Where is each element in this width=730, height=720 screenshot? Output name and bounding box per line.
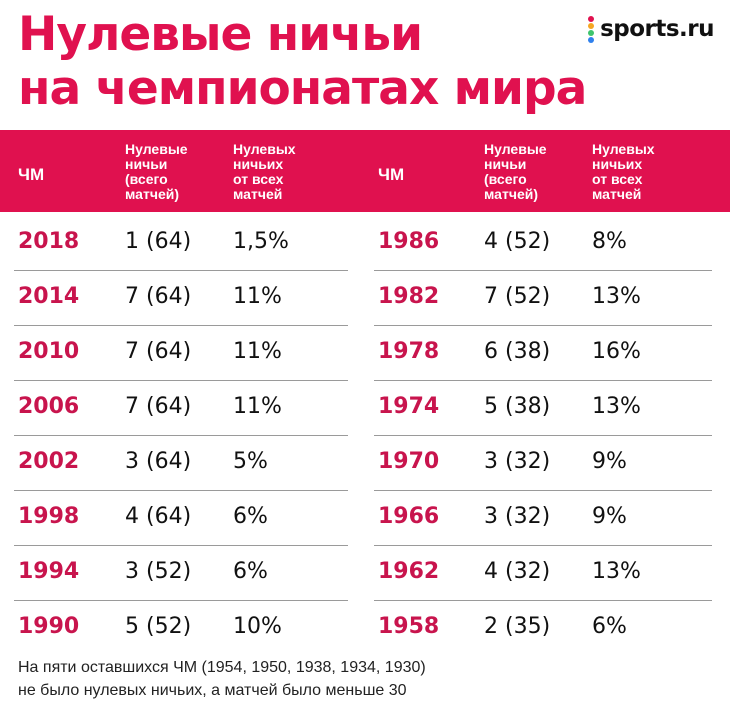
table-header: [0, 130, 730, 212]
logo-dot: [588, 16, 595, 22]
year-cell: 2002: [18, 449, 80, 474]
logo-dots-icon: [588, 16, 596, 43]
percent-cell: 13%: [592, 394, 641, 419]
percent-cell: 13%: [592, 284, 641, 309]
row-divider: [14, 435, 348, 436]
table-row: 1998 4 (64) 6%: [0, 491, 730, 546]
table-row: 2014 7 (64) 11%: [0, 271, 730, 326]
percent-cell: 6%: [233, 504, 268, 529]
table-row: 1978 6 (38) 16%: [0, 326, 730, 381]
table-row: 1962 4 (32) 13%: [0, 546, 730, 601]
draws-cell: 7 (64): [125, 339, 192, 364]
table-row: 2006 7 (64) 11%: [0, 381, 730, 436]
year-cell: 1978: [378, 339, 440, 364]
percent-cell: 8%: [592, 229, 627, 254]
footnote-line-1: На пяти оставшихся ЧМ (1954, 1950, 1938,…: [18, 659, 426, 676]
percent-cell: 11%: [233, 394, 282, 419]
row-divider: [374, 325, 712, 326]
year-cell: 1974: [378, 394, 440, 419]
year-cell: 2010: [18, 339, 80, 364]
draws-cell: 1 (64): [125, 229, 192, 254]
percent-cell: 6%: [592, 614, 627, 639]
header-cm-right: ЧМ: [378, 165, 405, 184]
year-cell: 1982: [378, 284, 440, 309]
draws-cell: 2 (35): [484, 614, 551, 639]
year-cell: 1994: [18, 559, 80, 584]
year-cell: 2018: [18, 229, 80, 254]
year-cell: 1986: [378, 229, 440, 254]
draws-cell: 4 (52): [484, 229, 551, 254]
draws-cell: 4 (64): [125, 504, 192, 529]
row-divider: [14, 600, 348, 601]
year-cell: 1990: [18, 614, 80, 639]
row-divider: [374, 600, 712, 601]
year-cell: 1966: [378, 504, 440, 529]
table-row: 2010 7 (64) 11%: [0, 326, 730, 381]
title-line-1: Нулевые ничьи: [18, 7, 423, 62]
row-divider: [374, 545, 712, 546]
header-draws-left: Нулевые ничьи (всего матчей): [125, 141, 188, 202]
draws-cell: 6 (38): [484, 339, 551, 364]
logo-dot: [588, 23, 595, 29]
logo-dot: [588, 30, 595, 36]
table-row: 2018 1 (64) 1,5%: [0, 216, 730, 271]
header-draws-right: Нулевые ничьи (всего матчей): [484, 141, 547, 202]
table-row: 2002 3 (64) 5%: [0, 436, 730, 491]
row-divider: [374, 270, 712, 271]
draws-cell: 5 (38): [484, 394, 551, 419]
draws-cell: 7 (52): [484, 284, 551, 309]
draws-cell: 3 (32): [484, 504, 551, 529]
row-divider: [374, 490, 712, 491]
percent-cell: 9%: [592, 449, 627, 474]
footnote: На пяти оставшихся ЧМ (1954, 1950, 1938,…: [18, 656, 426, 702]
table-row: 1990 5 (52) 10%: [0, 601, 730, 656]
header-percent-left: Нулевых ничьих от всех матчей: [233, 141, 296, 202]
row-divider: [14, 545, 348, 546]
draws-cell: 7 (64): [125, 284, 192, 309]
draws-cell: 7 (64): [125, 394, 192, 419]
header-cm-left: ЧМ: [18, 165, 45, 184]
draws-cell: 5 (52): [125, 614, 192, 639]
year-cell: 1958: [378, 614, 440, 639]
footnote-line-2: не было нулевых ничьих, а матчей было ме…: [18, 682, 407, 699]
table-row: 1994 3 (52) 6%: [0, 546, 730, 601]
year-cell: 1970: [378, 449, 440, 474]
percent-cell: 1,5%: [233, 229, 289, 254]
table-row: 1982 7 (52) 13%: [0, 271, 730, 326]
year-cell: 2014: [18, 284, 80, 309]
row-divider: [374, 380, 712, 381]
draws-cell: 4 (32): [484, 559, 551, 584]
draws-cell: 3 (32): [484, 449, 551, 474]
table-row: 1986 4 (52) 8%: [0, 216, 730, 271]
year-cell: 1962: [378, 559, 440, 584]
percent-cell: 16%: [592, 339, 641, 364]
header-percent-right: Нулевых ничьих от всех матчей: [592, 141, 655, 202]
percent-cell: 10%: [233, 614, 282, 639]
table-row: 1958 2 (35) 6%: [0, 601, 730, 656]
brand-name: sports.ru: [600, 16, 714, 42]
row-divider: [14, 325, 348, 326]
year-cell: 1998: [18, 504, 80, 529]
row-divider: [14, 380, 348, 381]
table-row: 1966 3 (32) 9%: [0, 491, 730, 546]
percent-cell: 11%: [233, 284, 282, 309]
percent-cell: 13%: [592, 559, 641, 584]
year-cell: 2006: [18, 394, 80, 419]
draws-cell: 3 (64): [125, 449, 192, 474]
sports-ru-logo: sports.ru: [588, 16, 714, 43]
draws-cell: 3 (52): [125, 559, 192, 584]
percent-cell: 11%: [233, 339, 282, 364]
table-row: 1974 5 (38) 13%: [0, 381, 730, 436]
row-divider: [14, 490, 348, 491]
logo-dot: [588, 37, 595, 43]
page-title: Нулевые ничьи на чемпионатах мира: [18, 7, 587, 116]
percent-cell: 9%: [592, 504, 627, 529]
percent-cell: 6%: [233, 559, 268, 584]
title-line-2: на чемпионатах мира: [18, 61, 587, 116]
table-row: 1970 3 (32) 9%: [0, 436, 730, 491]
row-divider: [14, 270, 348, 271]
percent-cell: 5%: [233, 449, 268, 474]
row-divider: [374, 435, 712, 436]
